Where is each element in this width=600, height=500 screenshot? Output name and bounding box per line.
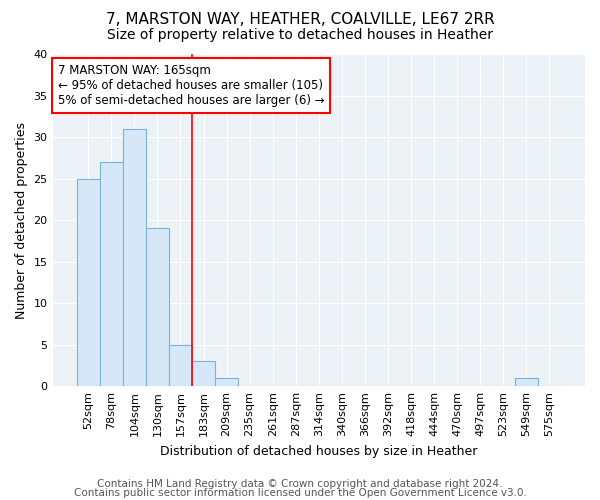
Text: 7 MARSTON WAY: 165sqm
← 95% of detached houses are smaller (105)
5% of semi-deta: 7 MARSTON WAY: 165sqm ← 95% of detached … — [58, 64, 325, 107]
Bar — [169, 344, 192, 386]
Bar — [515, 378, 538, 386]
Text: Size of property relative to detached houses in Heather: Size of property relative to detached ho… — [107, 28, 493, 42]
Bar — [192, 362, 215, 386]
Bar — [77, 178, 100, 386]
Text: Contains HM Land Registry data © Crown copyright and database right 2024.: Contains HM Land Registry data © Crown c… — [97, 479, 503, 489]
Bar — [123, 128, 146, 386]
X-axis label: Distribution of detached houses by size in Heather: Distribution of detached houses by size … — [160, 444, 478, 458]
Y-axis label: Number of detached properties: Number of detached properties — [15, 122, 28, 318]
Bar — [215, 378, 238, 386]
Bar — [100, 162, 123, 386]
Bar — [146, 228, 169, 386]
Text: 7, MARSTON WAY, HEATHER, COALVILLE, LE67 2RR: 7, MARSTON WAY, HEATHER, COALVILLE, LE67… — [106, 12, 494, 28]
Text: Contains public sector information licensed under the Open Government Licence v3: Contains public sector information licen… — [74, 488, 526, 498]
